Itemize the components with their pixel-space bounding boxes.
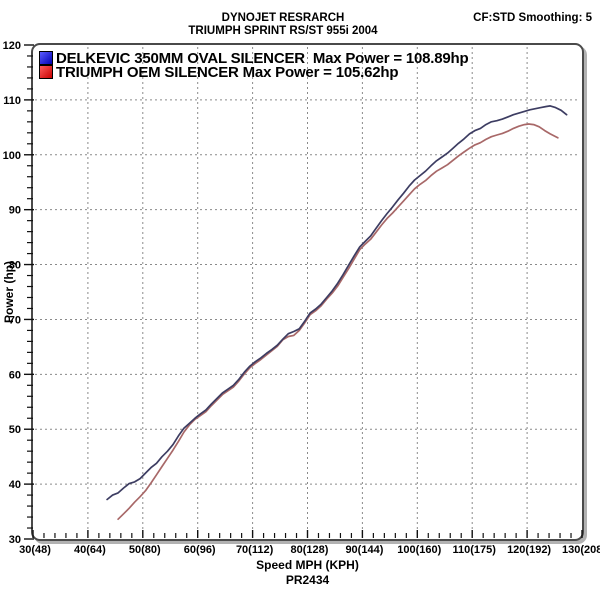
legend: DELKEVIC 350MM OVAL SILENCER Max Power =… — [39, 49, 469, 81]
oem-series-swatch-icon — [39, 65, 53, 79]
svg-text:30(48): 30(48) — [19, 544, 51, 556]
svg-text:60(96): 60(96) — [184, 544, 216, 556]
svg-text:110(175): 110(175) — [452, 544, 496, 556]
svg-text:130(208): 130(208) — [562, 544, 600, 556]
svg-text:120(192): 120(192) — [507, 544, 551, 556]
delkevic-series-swatch-icon — [39, 51, 53, 65]
plot-panel — [31, 43, 584, 541]
svg-text:80(128): 80(128) — [291, 544, 329, 556]
legend-label-oem: TRIUMPH OEM SILENCER Max Power = 105.62h… — [56, 63, 399, 81]
svg-text:50(80): 50(80) — [129, 544, 161, 556]
y-axis-label-wrap: Power (hp) — [2, 45, 16, 539]
chart-header: DYNOJET RESRARCH TRIUMPH SPRINT RS/ST 95… — [0, 12, 566, 38]
svg-text:70(112): 70(112) — [236, 544, 274, 556]
run-id-label: PR2434 — [285, 573, 330, 587]
chart-title: DYNOJET RESRARCH — [221, 12, 345, 24]
chart-subtitle: TRIUMPH SPRINT RS/ST 955i 2004 — [188, 25, 378, 37]
x-axis-label: Speed MPH (KPH) — [256, 558, 359, 572]
smoothing-annotation: CF:STD Smoothing: 5 — [473, 12, 592, 24]
legend-item-oem: TRIUMPH OEM SILENCER Max Power = 105.62h… — [39, 63, 468, 81]
legend-item-delkevic: DELKEVIC 350MM OVAL SILENCER Max Power =… — [39, 49, 469, 67]
svg-text:90(144): 90(144) — [345, 544, 383, 556]
svg-text:100(160): 100(160) — [397, 544, 441, 556]
legend-label-delkevic: DELKEVIC 350MM OVAL SILENCER Max Power =… — [56, 49, 469, 67]
y-axis-label: Power (hp) — [2, 261, 16, 323]
svg-text:40(64): 40(64) — [74, 544, 106, 556]
